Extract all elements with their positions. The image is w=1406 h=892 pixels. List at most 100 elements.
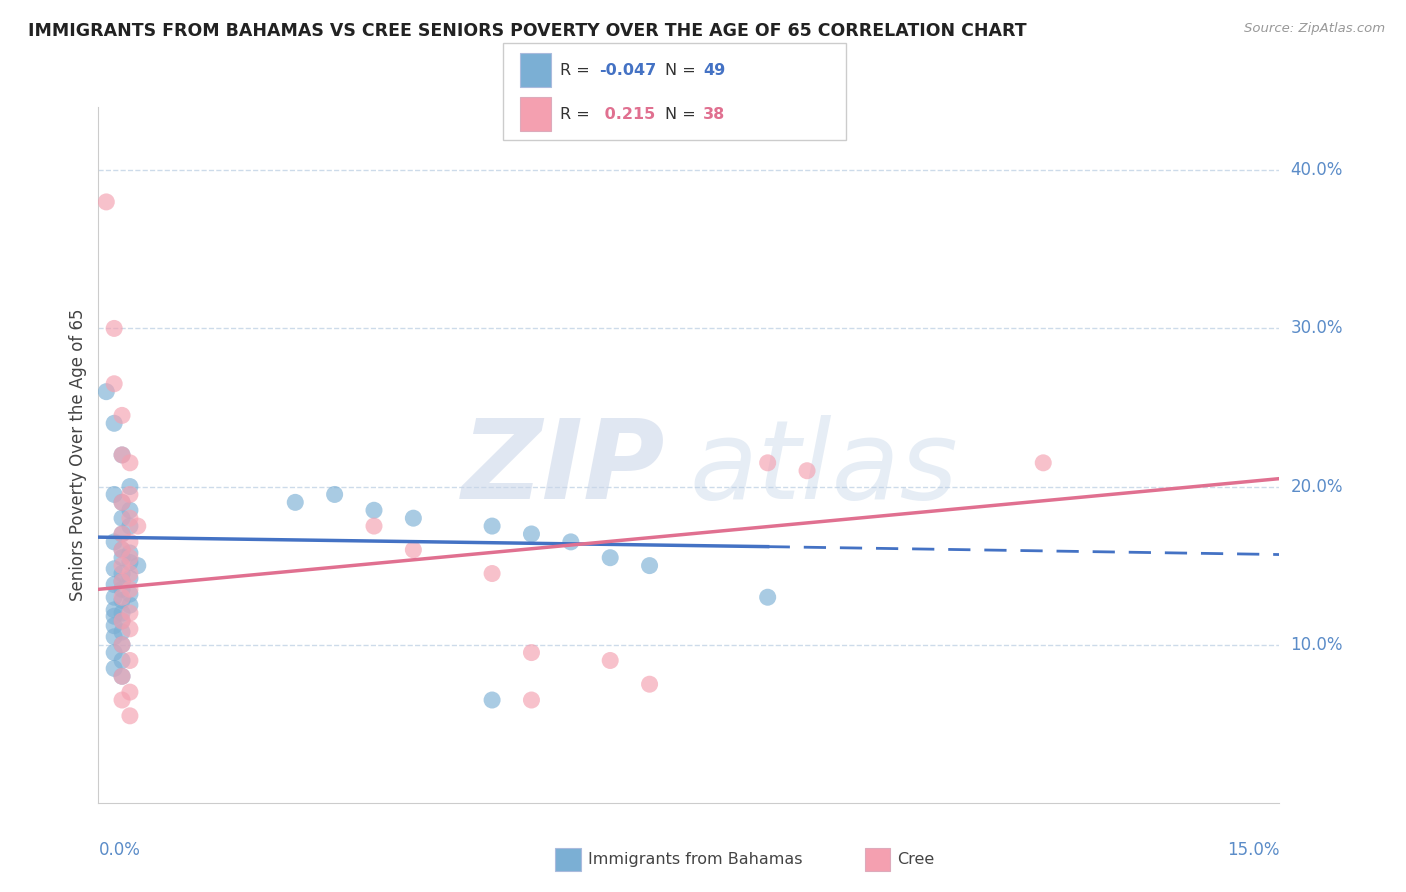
- Point: [638, 558, 661, 573]
- Point: [118, 566, 141, 581]
- Point: [402, 542, 425, 557]
- Point: [111, 593, 134, 607]
- Text: ZIP: ZIP: [461, 416, 665, 523]
- Point: [118, 556, 141, 570]
- Text: IMMIGRANTS FROM BAHAMAS VS CREE SENIORS POVERTY OVER THE AGE OF 65 CORRELATION C: IMMIGRANTS FROM BAHAMAS VS CREE SENIORS …: [28, 22, 1026, 40]
- Point: [118, 606, 141, 620]
- Point: [118, 571, 141, 585]
- Text: R =: R =: [560, 107, 595, 122]
- Text: 49: 49: [703, 63, 725, 78]
- Point: [638, 677, 661, 691]
- Point: [103, 591, 125, 605]
- Text: atlas: atlas: [689, 416, 957, 523]
- Point: [103, 661, 125, 675]
- Point: [103, 609, 125, 624]
- Point: [118, 534, 141, 549]
- Point: [118, 519, 141, 533]
- Point: [402, 511, 425, 525]
- Point: [118, 456, 141, 470]
- Point: [103, 417, 125, 431]
- Y-axis label: Seniors Poverty Over the Age of 65: Seniors Poverty Over the Age of 65: [69, 309, 87, 601]
- Point: [1032, 456, 1054, 470]
- Point: [111, 669, 134, 683]
- Point: [111, 693, 134, 707]
- Point: [284, 495, 307, 509]
- Point: [103, 603, 125, 617]
- Text: N =: N =: [665, 63, 702, 78]
- Point: [111, 638, 134, 652]
- Point: [111, 574, 134, 589]
- Text: 20.0%: 20.0%: [1291, 477, 1343, 496]
- Point: [103, 646, 125, 660]
- Point: [118, 487, 141, 501]
- Point: [323, 487, 346, 501]
- Text: Source: ZipAtlas.com: Source: ZipAtlas.com: [1244, 22, 1385, 36]
- Point: [118, 587, 141, 601]
- Point: [118, 598, 141, 612]
- Point: [111, 582, 134, 597]
- Point: [118, 685, 141, 699]
- Point: [111, 527, 134, 541]
- Point: [103, 618, 125, 632]
- Point: [111, 542, 134, 557]
- Text: 0.0%: 0.0%: [98, 841, 141, 859]
- Point: [111, 409, 134, 423]
- Point: [796, 464, 818, 478]
- Point: [103, 487, 125, 501]
- Text: N =: N =: [665, 107, 702, 122]
- Text: 30.0%: 30.0%: [1291, 319, 1343, 337]
- Point: [520, 527, 543, 541]
- Point: [481, 566, 503, 581]
- Point: [481, 519, 503, 533]
- Point: [111, 448, 134, 462]
- Point: [96, 194, 118, 209]
- Point: [118, 511, 141, 525]
- Point: [118, 622, 141, 636]
- Point: [520, 693, 543, 707]
- Point: [599, 653, 621, 667]
- Point: [111, 511, 134, 525]
- Point: [756, 456, 779, 470]
- Point: [111, 625, 134, 640]
- Point: [127, 519, 149, 533]
- Point: [103, 630, 125, 644]
- Point: [118, 546, 141, 560]
- Text: 15.0%: 15.0%: [1227, 841, 1279, 859]
- Point: [111, 638, 134, 652]
- Point: [560, 534, 582, 549]
- Point: [111, 614, 134, 628]
- Point: [111, 558, 134, 573]
- Text: 10.0%: 10.0%: [1291, 636, 1343, 654]
- Point: [118, 503, 141, 517]
- Point: [96, 384, 118, 399]
- Point: [111, 669, 134, 683]
- Text: 0.215: 0.215: [599, 107, 655, 122]
- Point: [111, 448, 134, 462]
- Point: [118, 479, 141, 493]
- Point: [111, 550, 134, 565]
- Point: [481, 693, 503, 707]
- Point: [520, 646, 543, 660]
- Text: R =: R =: [560, 63, 595, 78]
- Point: [103, 376, 125, 391]
- Point: [103, 562, 125, 576]
- Point: [111, 591, 134, 605]
- Text: Immigrants from Bahamas: Immigrants from Bahamas: [588, 853, 803, 867]
- Point: [111, 653, 134, 667]
- Text: 38: 38: [703, 107, 725, 122]
- Point: [111, 574, 134, 589]
- Text: Cree: Cree: [897, 853, 934, 867]
- Point: [118, 708, 141, 723]
- Point: [127, 558, 149, 573]
- Text: -0.047: -0.047: [599, 63, 657, 78]
- Point: [111, 566, 134, 581]
- Point: [118, 582, 141, 597]
- Point: [111, 606, 134, 620]
- Point: [111, 614, 134, 628]
- Point: [363, 519, 385, 533]
- Point: [103, 321, 125, 335]
- Point: [103, 577, 125, 591]
- Text: 40.0%: 40.0%: [1291, 161, 1343, 179]
- Point: [111, 542, 134, 557]
- Point: [756, 591, 779, 605]
